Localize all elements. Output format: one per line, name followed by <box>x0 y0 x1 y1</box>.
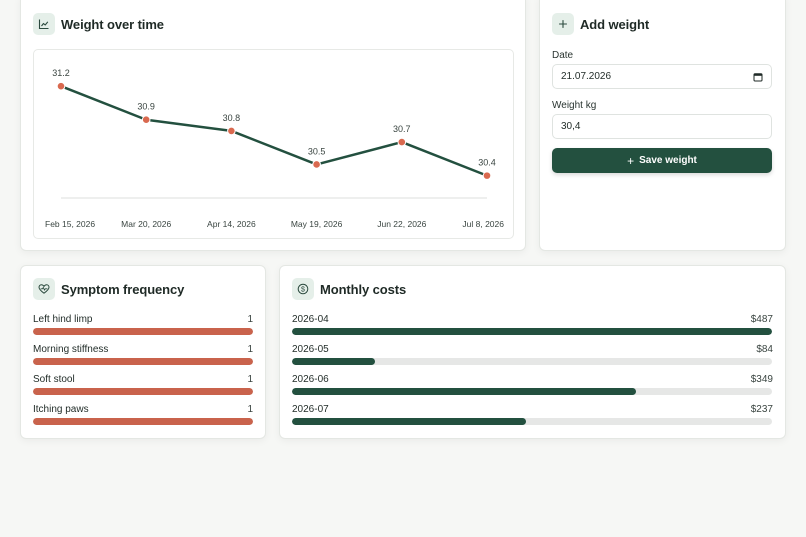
weight-over-time-card: Weight over time 31.2 Feb 15, 2026 30.9 Mar… <box>20 0 526 251</box>
svg-text:$: $ <box>301 286 305 293</box>
symptom-value: 1 <box>247 314 253 325</box>
calendar-icon[interactable] <box>753 72 763 82</box>
symptom-card-header: Symptom frequency <box>33 278 184 300</box>
symptom-bar-track <box>33 388 253 395</box>
plus-icon <box>552 13 574 35</box>
line-chart-icon <box>33 13 55 35</box>
weight-point[interactable] <box>312 160 321 169</box>
symptom-value: 1 <box>247 404 253 415</box>
symptom-bar-fill <box>33 388 253 395</box>
x-tick-label: Mar 20, 2026 <box>121 219 171 229</box>
weight-kg-input[interactable]: 30,4 <box>552 114 772 139</box>
cost-bar-track <box>292 328 772 335</box>
add-weight-title: Add weight <box>580 16 650 32</box>
symptom-bar-track <box>33 358 253 365</box>
symptom-bar-fill <box>33 328 253 335</box>
symptom-label: Morning stiffness <box>33 344 109 355</box>
cost-value: $487 <box>750 314 773 325</box>
weight-kg-label: Weight kg <box>552 100 597 111</box>
weight-kg-value: 30,4 <box>561 121 581 132</box>
x-tick-label: Feb 15, 2026 <box>45 219 95 229</box>
symptom-bar-track <box>33 328 253 335</box>
weight-line-chart: 31.2 Feb 15, 2026 30.9 Mar 20, 2026 30.8 Apr … <box>45 68 504 229</box>
cost-bar-fill <box>292 418 526 425</box>
data-label: 30.9 <box>137 102 155 112</box>
symptom-bar-track <box>33 418 253 425</box>
x-tick-label: Jul 8, 2026 <box>462 219 504 229</box>
weight-card-header: Weight over time <box>33 13 164 35</box>
save-weight-button[interactable]: + Save weight <box>552 148 772 173</box>
costs-card-header: $ Monthly costs <box>292 278 406 300</box>
cost-bar-fill <box>292 328 772 335</box>
cost-value: $237 <box>750 404 773 415</box>
add-weight-header: Add weight <box>552 13 649 35</box>
symptom-label: Soft stool <box>33 374 75 385</box>
symptom-value: 1 <box>247 374 253 385</box>
symptom-label: Itching paws <box>33 404 89 415</box>
weight-point[interactable] <box>141 115 151 125</box>
weight-point[interactable] <box>482 171 492 180</box>
x-tick-label: Jun 22, 2026 <box>377 219 426 229</box>
cost-label: 2026-05 <box>292 344 329 355</box>
heart-pulse-icon <box>33 278 55 300</box>
monthly-costs-card: $ Monthly costs 2026-04 $487 2026-05 $84 202… <box>279 265 786 439</box>
symptom-card-title: Symptom frequency <box>61 281 185 297</box>
data-label: 31.2 <box>52 68 70 78</box>
cost-bar-track <box>292 418 772 425</box>
symptom-value: 1 <box>247 344 253 355</box>
symptom-bar-fill <box>33 418 253 425</box>
date-input[interactable]: 21.07.2026 <box>552 64 772 89</box>
weight-point[interactable] <box>397 137 407 147</box>
add-weight-card: Add weight Date 21.07.2026 Weight kg 30,… <box>539 0 786 251</box>
cost-bar-track <box>292 358 772 365</box>
symptom-bar-fill <box>33 358 253 365</box>
dollar-circle-icon: $ <box>292 278 314 300</box>
save-weight-label: Save weight <box>639 155 697 166</box>
x-tick-label: Apr 14, 2026 <box>207 219 256 229</box>
data-label: 30.8 <box>223 113 241 123</box>
weight-chart: 31.2 Feb 15, 2026 30.9 Mar 20, 2026 30.8 Apr … <box>33 49 514 239</box>
cost-bar-track <box>292 388 772 395</box>
weight-card-title: Weight over time <box>61 16 164 32</box>
cost-value: $84 <box>756 344 773 355</box>
plus-icon: + <box>627 153 635 168</box>
weight-series-line <box>60 85 488 177</box>
cost-value: $349 <box>750 374 773 385</box>
date-value: 21.07.2026 <box>561 71 612 82</box>
weight-point[interactable] <box>56 81 66 91</box>
cost-label: 2026-06 <box>292 374 329 385</box>
symptom-label: Left hind limp <box>33 314 93 325</box>
data-label: 30.7 <box>393 124 411 134</box>
cost-bar-fill <box>292 388 636 395</box>
cost-label: 2026-04 <box>292 314 329 325</box>
date-label: Date <box>552 50 574 61</box>
data-label: 30.5 <box>308 146 326 156</box>
cost-label: 2026-07 <box>292 404 329 415</box>
x-tick-label: May 19, 2026 <box>291 219 343 229</box>
costs-card-title: Monthly costs <box>320 281 407 297</box>
cost-bar-fill <box>292 358 375 365</box>
data-label: 30.4 <box>478 158 496 168</box>
symptom-frequency-card: Symptom frequency Left hind limp 1 Morning… <box>20 265 266 439</box>
weight-point[interactable] <box>227 126 236 136</box>
